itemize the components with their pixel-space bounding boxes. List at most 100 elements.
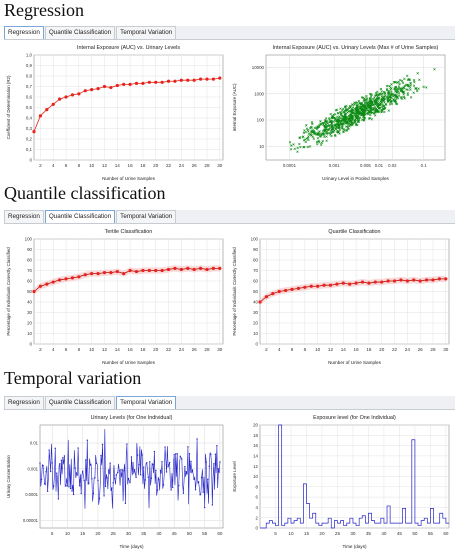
data-point <box>357 112 361 115</box>
data-point <box>166 267 171 272</box>
data-point <box>328 283 333 287</box>
data-point <box>387 90 390 94</box>
x-tick-label: 24 <box>179 347 185 352</box>
tab-regression[interactable]: Regression <box>4 26 44 39</box>
data-point <box>319 120 322 123</box>
data-point <box>353 118 356 122</box>
x-tick-label: 0.02 <box>388 163 397 168</box>
data-point <box>108 469 110 471</box>
y-tick-label: 0.01 <box>30 441 39 446</box>
data-point <box>304 140 307 144</box>
y-tick-label: 0.00001 <box>23 518 39 523</box>
data-point <box>343 117 346 121</box>
data-point <box>371 102 374 106</box>
x-tick-label: 12 <box>328 347 334 352</box>
data-point <box>444 277 448 281</box>
x-tick-label: 28 <box>430 347 436 352</box>
data-point <box>317 131 320 134</box>
x-tick-label: 16 <box>128 163 134 168</box>
tab-regression[interactable]: Regression <box>4 396 44 409</box>
data-point <box>376 90 379 94</box>
y-tick-label: 0,3 <box>26 126 33 131</box>
tab-quantile-classification[interactable]: Quantile Classification <box>44 26 116 39</box>
data-point <box>178 484 180 487</box>
x-tick-label: 6 <box>65 163 68 168</box>
tab-quantile-classification[interactable]: Quantile Classification <box>44 396 116 409</box>
y-tick-label: 12 <box>253 464 258 469</box>
data-point <box>345 118 348 121</box>
data-point <box>337 111 340 115</box>
data-point <box>339 123 342 126</box>
data-point <box>362 111 366 114</box>
data-point <box>166 79 171 83</box>
y-tick-label: 2 <box>256 515 259 520</box>
tab-regression[interactable]: Regression <box>4 210 44 223</box>
data-point <box>384 103 387 106</box>
data-point <box>394 86 397 89</box>
y-tick-label: 16 <box>253 443 258 448</box>
data-point <box>394 85 397 89</box>
data-point <box>32 130 36 134</box>
x-tick-label: 26 <box>192 163 198 168</box>
tab-temporal-variation[interactable]: Temporal Variation <box>116 210 177 223</box>
data-point <box>290 144 293 147</box>
tab-quantile-classification[interactable]: Quantile Classification <box>44 210 116 223</box>
data-point <box>333 118 337 121</box>
data-point <box>399 78 402 82</box>
data-point <box>374 103 377 106</box>
x-tick-label: 10 <box>65 531 71 536</box>
data-point <box>344 112 347 115</box>
x-tick-label: 18 <box>366 347 372 352</box>
y-tick-label: 0,5 <box>26 105 33 110</box>
data-point <box>424 278 429 282</box>
data-point <box>349 123 352 126</box>
data-point <box>77 447 79 449</box>
data-point <box>394 95 397 99</box>
tab-temporal-variation[interactable]: Temporal Variation <box>116 26 177 39</box>
data-point <box>307 135 310 138</box>
data-point <box>383 91 386 94</box>
data-point <box>311 131 315 134</box>
data-point <box>389 86 392 89</box>
x-tick-label: 30 <box>217 163 223 168</box>
x-tick-label: 20 <box>95 531 101 536</box>
data-point <box>367 110 370 113</box>
data-point <box>149 461 151 463</box>
data-point <box>173 454 175 456</box>
data-point <box>334 134 337 138</box>
data-point <box>392 98 396 101</box>
y-tick-label: 10 <box>253 331 258 336</box>
data-point <box>124 502 126 504</box>
data-point <box>48 449 50 451</box>
data-point <box>357 119 360 123</box>
data-point <box>299 145 302 149</box>
data-point <box>316 136 320 140</box>
data-point <box>311 122 314 126</box>
x-tick-label: 4 <box>52 347 55 352</box>
data-point <box>42 464 44 467</box>
data-point <box>306 136 310 140</box>
data-point <box>409 96 413 99</box>
data-point <box>351 103 354 106</box>
data-point <box>389 100 392 103</box>
tab-temporal-variation[interactable]: Temporal Variation <box>116 396 177 409</box>
data-point <box>323 135 326 138</box>
data-point <box>318 123 322 126</box>
data-point <box>362 113 366 117</box>
data-point <box>382 95 386 99</box>
y-axis-label: Internal Exposure (AUC) <box>232 83 237 131</box>
y-tick-label: 100 <box>25 237 33 242</box>
data-point <box>346 125 350 128</box>
data-point <box>100 454 102 457</box>
data-point <box>334 119 338 123</box>
data-point <box>38 284 43 288</box>
data-point <box>358 107 361 110</box>
data-point <box>176 453 178 455</box>
data-point <box>216 445 218 447</box>
data-point <box>327 128 331 131</box>
x-tick-label: 0.0001 <box>283 163 297 168</box>
y-tick-label: 60 <box>253 279 258 284</box>
y-tick-label: 0,6 <box>26 95 33 100</box>
data-point <box>316 143 319 146</box>
x-tick-label: 24 <box>179 163 185 168</box>
